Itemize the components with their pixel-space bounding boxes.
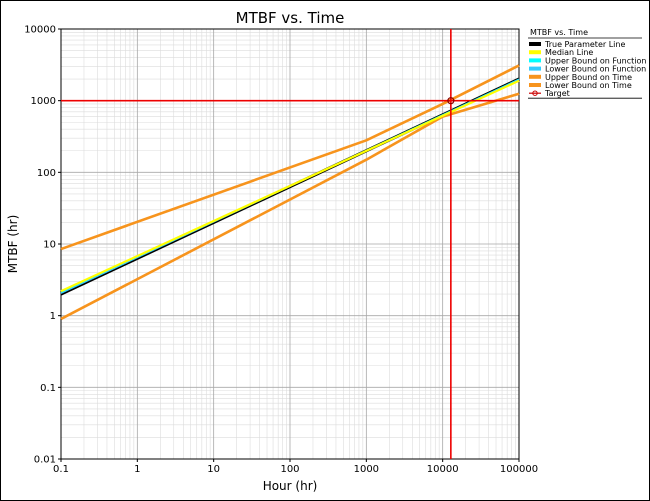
series-group <box>60 64 520 321</box>
y-tick-label: 10000 <box>24 25 56 36</box>
legend-label-target: Target <box>544 89 570 98</box>
y-tick-label: 1000 <box>31 96 56 107</box>
legend-title: MTBF vs. Time <box>530 28 588 37</box>
x-axis-label: Hour (hr) <box>263 479 318 493</box>
axes: 0.1 1 10 100 1000 10000 1000000.010.1110100100… <box>24 25 538 476</box>
y-axis-label: MTBF (hr) <box>6 215 20 274</box>
series-upper-bound-on-time <box>60 64 520 251</box>
x-tick-label: 0.1 <box>53 464 69 475</box>
legend-label-upper-bound-on-time: Upper Bound on Time <box>545 73 632 82</box>
target-marker <box>447 97 455 105</box>
series-median-line <box>60 79 520 293</box>
legend-label-median-line: Median Line <box>545 48 593 57</box>
y-tick-label: 100 <box>37 168 56 179</box>
legend-label-lower-bound-on-time: Lower Bound on Time <box>545 81 632 90</box>
legend-label-true-parameter-line: True Parameter Line <box>544 40 625 49</box>
series-lower-bound-on-time <box>60 92 520 321</box>
x-tick-label: 1000 <box>354 464 379 475</box>
legend-label-lower-bound-on-function: Lower Bound on Function <box>545 65 646 74</box>
target-group <box>61 29 519 459</box>
chart-title: MTBF vs. Time <box>236 9 345 27</box>
x-tick-label: 10 <box>207 464 220 475</box>
x-tick-label: 100 <box>280 464 299 475</box>
legend-swatch-marker <box>532 90 538 96</box>
y-tick-label: 0.01 <box>34 455 56 466</box>
x-tick-label: 100000 <box>500 464 538 475</box>
legend-label-upper-bound-on-function: Upper Bound on Function <box>545 56 646 65</box>
x-tick-label: 1 <box>134 464 140 475</box>
x-tick-label: 10000 <box>427 464 459 475</box>
y-tick-label: 10 <box>43 240 56 251</box>
y-tick-label: 1 <box>50 311 56 322</box>
y-tick-label: 0.1 <box>40 383 56 394</box>
